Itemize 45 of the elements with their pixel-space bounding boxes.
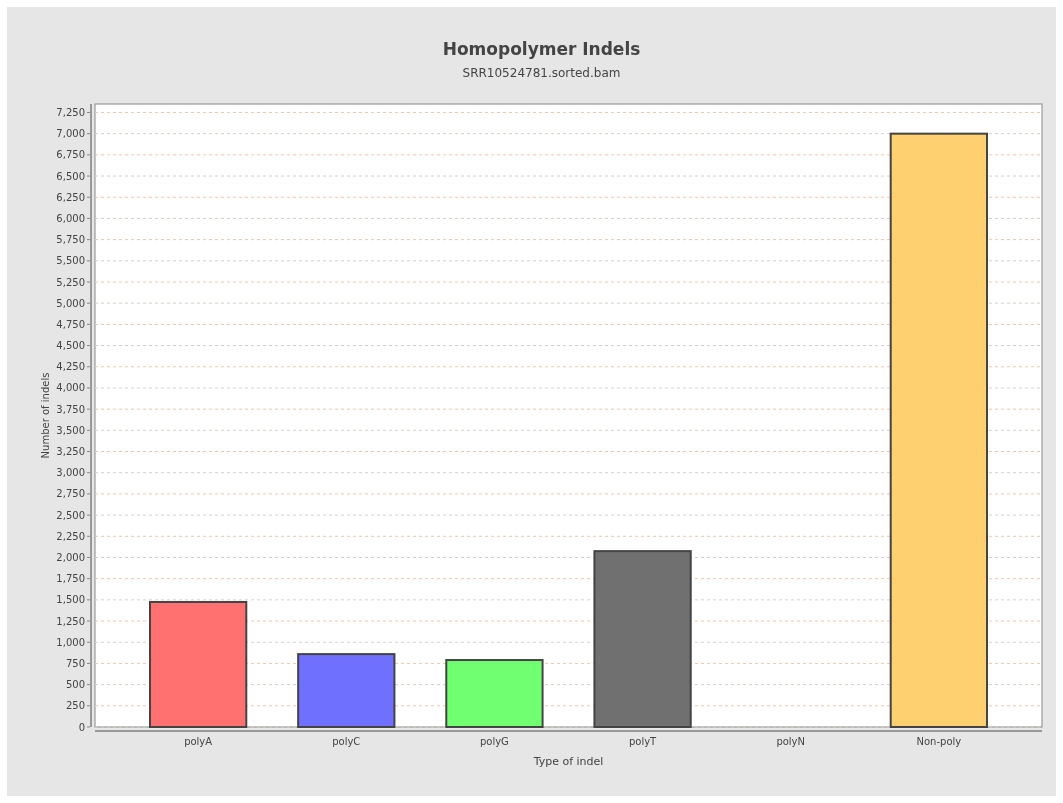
y-tick-label: 500 <box>65 679 85 691</box>
bar <box>593 550 692 728</box>
y-tick-label: 1,750 <box>56 573 85 585</box>
bar <box>445 659 544 728</box>
y-tick-label: 3,750 <box>56 403 85 415</box>
y-tick-label: 1,000 <box>56 636 85 648</box>
bar <box>297 653 396 728</box>
y-tick-label: 7,250 <box>56 106 85 118</box>
y-tick-label: 4,750 <box>56 318 85 330</box>
chart-title: Homopolymer Indels <box>442 39 641 59</box>
y-tick-label: 3,500 <box>56 424 85 436</box>
y-tick-label: 6,750 <box>56 149 85 161</box>
y-tick-label: 6,500 <box>56 170 85 182</box>
y-tick-label: 1,250 <box>56 615 85 627</box>
y-tick-label: 2,500 <box>56 509 85 521</box>
y-tick-label: 5,750 <box>56 234 85 246</box>
y-tick-label: 750 <box>65 657 85 669</box>
y-tick-label: 7,000 <box>56 128 85 140</box>
y-tick-label: 250 <box>65 700 85 712</box>
y-tick-label: 3,000 <box>56 467 85 479</box>
y-tick-label: 2,000 <box>56 551 85 563</box>
x-tick-label: polyC <box>332 736 361 747</box>
y-tick-label: 4,500 <box>56 340 85 352</box>
y-tick-label: 2,750 <box>56 488 85 500</box>
x-tick-label: polyA <box>184 736 213 747</box>
chart-subtitle: SRR10524781.sorted.bam <box>462 66 621 80</box>
y-axis-title: Number of indels <box>40 372 51 459</box>
bar <box>149 600 248 728</box>
y-tick-label: 5,000 <box>56 297 85 309</box>
y-tick-label: 0 <box>78 721 85 733</box>
x-tick-label: polyT <box>628 736 658 747</box>
x-axis-title: Type of indel <box>532 755 604 768</box>
bar <box>889 132 988 728</box>
x-tick-label: polyN <box>776 736 806 747</box>
y-tick-label: 4,000 <box>56 382 85 394</box>
x-tick-label: Non-poly <box>916 736 962 747</box>
x-tick-label: polyG <box>479 736 509 747</box>
y-tick-label: 6,250 <box>56 191 85 203</box>
y-tick-label: 5,500 <box>56 255 85 267</box>
y-tick-label: 3,250 <box>56 446 85 458</box>
y-tick-label: 2,250 <box>56 530 85 542</box>
y-tick-label: 6,000 <box>56 212 85 224</box>
y-tick-label: 1,500 <box>56 594 85 606</box>
y-tick-label: 4,250 <box>56 361 85 373</box>
y-tick-label: 5,250 <box>56 276 85 288</box>
